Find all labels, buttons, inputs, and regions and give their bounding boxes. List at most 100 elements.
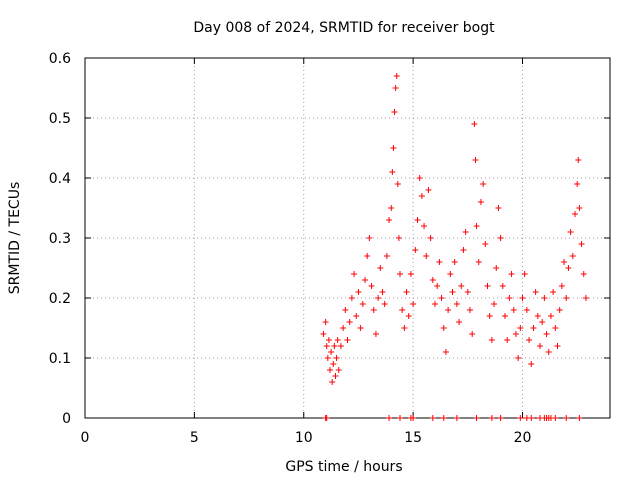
data-point-zero xyxy=(517,415,524,421)
data-point xyxy=(543,331,550,337)
data-point-zero xyxy=(473,415,480,421)
data-point xyxy=(491,301,498,307)
y-tick-label: 0.3 xyxy=(49,231,71,247)
data-point xyxy=(558,283,565,289)
data-point xyxy=(418,193,425,199)
data-point xyxy=(362,277,368,283)
data-point xyxy=(331,343,338,349)
data-point xyxy=(475,259,482,265)
data-point xyxy=(488,337,495,343)
data-point xyxy=(388,205,395,211)
data-point xyxy=(508,271,515,277)
data-point xyxy=(576,205,583,211)
data-point xyxy=(416,175,423,181)
data-point xyxy=(530,325,537,331)
data-point xyxy=(539,319,546,325)
data-point xyxy=(401,325,408,331)
data-point xyxy=(565,265,572,271)
data-point xyxy=(403,289,410,295)
x-tick-label: 10 xyxy=(295,430,313,446)
data-point xyxy=(556,307,563,313)
x-tick-label: 20 xyxy=(514,430,532,446)
data-point-zero xyxy=(488,415,495,421)
data-point-zero xyxy=(563,415,570,421)
data-point xyxy=(502,313,508,319)
data-point xyxy=(346,319,353,325)
data-point xyxy=(473,223,480,229)
data-point xyxy=(580,271,587,277)
data-point xyxy=(427,235,434,241)
data-point xyxy=(381,301,388,307)
data-point xyxy=(391,109,398,115)
data-point xyxy=(329,379,336,385)
y-tick-label: 0.6 xyxy=(49,51,71,67)
data-point xyxy=(554,343,561,349)
data-point-zero xyxy=(440,415,447,421)
data-point xyxy=(344,337,351,343)
data-point xyxy=(512,331,519,337)
data-point xyxy=(368,283,375,289)
data-point xyxy=(335,367,342,373)
data-point xyxy=(425,187,432,193)
x-axis-label: GPS time / hours xyxy=(285,459,402,475)
data-point xyxy=(395,235,402,241)
data-point xyxy=(532,289,539,295)
data-point xyxy=(493,265,500,271)
data-point xyxy=(429,277,436,283)
data-point xyxy=(323,343,330,349)
data-point xyxy=(342,307,349,313)
data-point xyxy=(515,355,522,361)
data-point xyxy=(421,223,428,229)
data-point xyxy=(370,307,377,313)
data-point xyxy=(397,271,403,277)
data-point xyxy=(453,301,460,307)
x-tick-label: 5 xyxy=(190,430,199,446)
data-point xyxy=(477,199,484,205)
data-point xyxy=(442,349,449,355)
data-point xyxy=(486,313,493,319)
data-point xyxy=(390,145,397,151)
data-point xyxy=(333,355,340,361)
data-point xyxy=(351,271,358,277)
data-point xyxy=(567,229,574,235)
data-point xyxy=(545,349,552,355)
data-point xyxy=(480,181,487,187)
data-point-zero xyxy=(453,415,460,421)
data-point xyxy=(393,73,400,79)
y-tick-label: 0.4 xyxy=(49,171,71,187)
data-point xyxy=(456,319,463,325)
data-point-zero xyxy=(429,415,436,421)
data-point-zero xyxy=(386,415,393,421)
data-point xyxy=(322,319,329,325)
data-point xyxy=(392,85,399,91)
data-point-zero xyxy=(397,415,403,421)
data-point xyxy=(574,181,581,187)
data-point-zero xyxy=(528,415,535,421)
data-point xyxy=(377,265,384,271)
data-point xyxy=(528,361,535,367)
y-tick-label: 0 xyxy=(62,411,71,427)
data-point xyxy=(519,295,526,301)
data-point xyxy=(547,313,554,319)
data-point xyxy=(464,289,471,295)
data-point xyxy=(389,169,396,175)
data-point xyxy=(471,121,478,127)
data-point xyxy=(510,307,517,313)
data-point xyxy=(563,295,570,301)
data-point xyxy=(526,337,533,343)
data-point xyxy=(504,337,511,343)
data-point xyxy=(451,259,458,265)
data-point xyxy=(445,307,452,313)
data-point xyxy=(462,229,469,235)
data-point xyxy=(572,211,578,217)
data-point xyxy=(340,325,347,331)
data-point xyxy=(447,271,454,277)
data-point xyxy=(517,325,524,331)
data-point-zero xyxy=(410,415,417,421)
data-point xyxy=(578,241,585,247)
data-point xyxy=(355,289,362,295)
data-point xyxy=(552,325,559,331)
data-point xyxy=(423,253,430,259)
chart-title: Day 008 of 2024, SRMTID for receiver bog… xyxy=(193,20,495,36)
